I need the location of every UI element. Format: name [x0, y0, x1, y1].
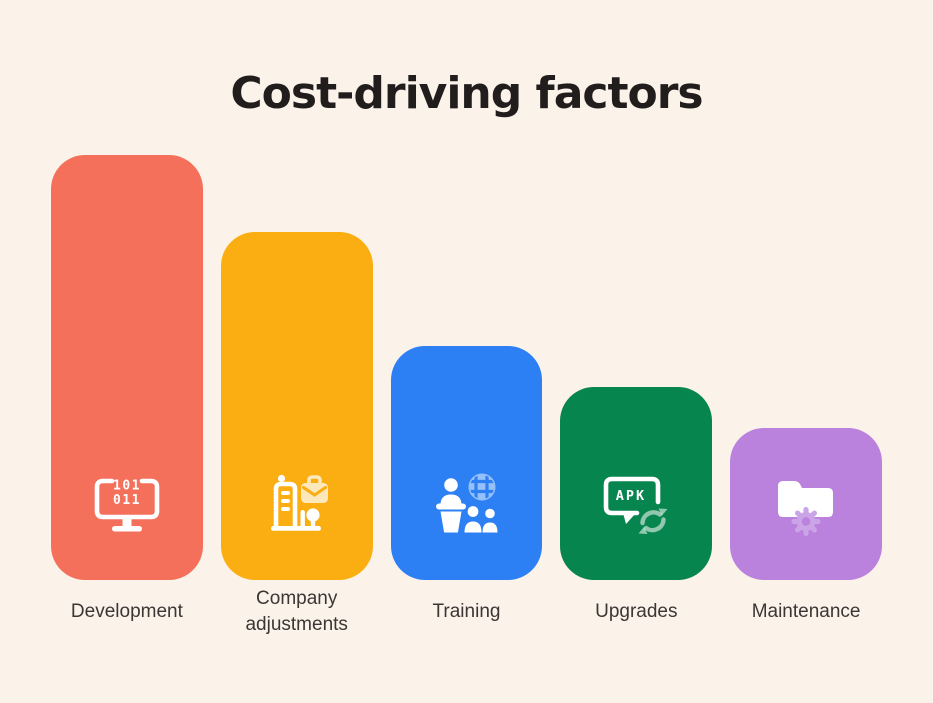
bar-column-company-adjustments: Company adjustments — [220, 155, 373, 644]
bar-label-upgrades: Upgrades — [595, 600, 678, 622]
bar-label-company-adjustments: Company adjustments — [245, 587, 348, 635]
bar-column-development: 101 011 Development — [51, 155, 203, 644]
bar-upgrades: APK — [560, 387, 713, 580]
presenter-audience-globe-icon — [426, 464, 506, 544]
bar-chart: 101 011 Development — [51, 155, 882, 644]
bar-development: 101 011 — [51, 155, 203, 580]
bar-label-training: Training — [432, 600, 501, 622]
apk-monitor-refresh-icon: APK — [596, 464, 676, 544]
bar-company-adjustments — [220, 232, 373, 580]
svg-text:011: 011 — [113, 493, 141, 508]
bar-column-upgrades: APK Upgrades — [560, 155, 713, 644]
bar-column-maintenance: Maintenance — [730, 155, 882, 644]
page-title: Cost-driving factors — [230, 68, 703, 119]
bar-label-development: Development — [70, 600, 183, 622]
folder-gear-icon — [766, 464, 846, 544]
bar-label-maintenance: Maintenance — [751, 600, 861, 622]
svg-text:101: 101 — [113, 479, 141, 494]
building-briefcase-icon — [257, 464, 337, 544]
bar-training — [390, 346, 543, 580]
monitor-binary-code-icon: 101 011 — [87, 464, 167, 544]
bar-column-training: Training — [390, 155, 543, 644]
bar-maintenance — [730, 428, 882, 580]
svg-text:APK: APK — [616, 488, 646, 504]
